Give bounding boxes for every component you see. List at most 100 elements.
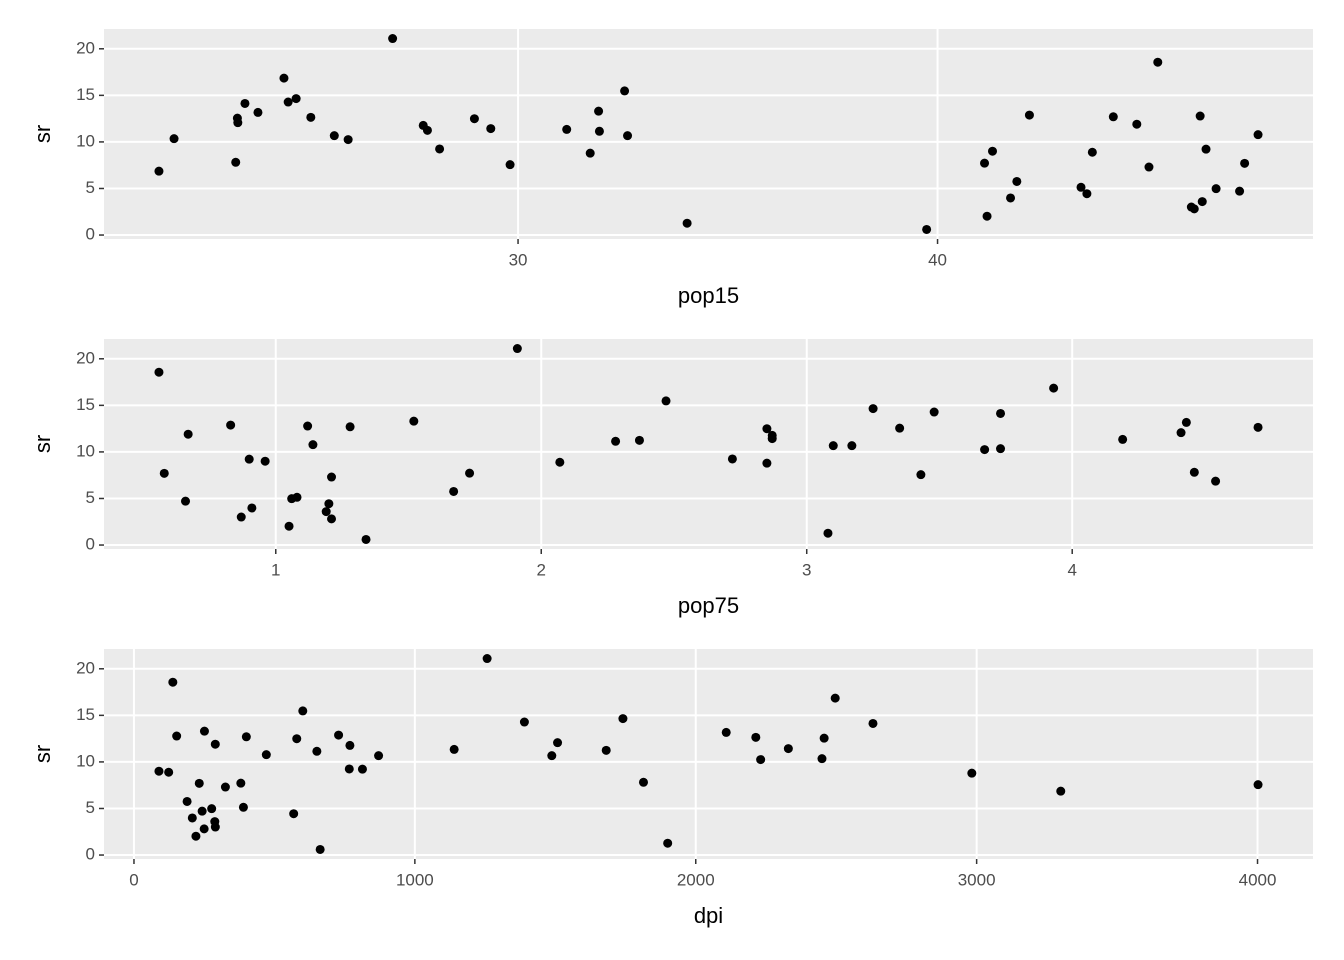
point xyxy=(418,120,428,130)
x-tick-label: 4 xyxy=(1067,560,1076,579)
point xyxy=(289,809,299,819)
point xyxy=(168,677,178,687)
point xyxy=(1024,110,1034,120)
point xyxy=(512,344,522,354)
point xyxy=(345,422,355,432)
point xyxy=(783,744,793,754)
point xyxy=(982,211,992,221)
point xyxy=(1176,428,1186,438)
y-tick-label: 5 xyxy=(86,798,95,817)
y-axis-title: sr xyxy=(30,435,55,453)
point xyxy=(895,423,905,433)
x-tick-label: 40 xyxy=(928,250,947,269)
point xyxy=(819,733,829,743)
point xyxy=(721,727,731,737)
point xyxy=(231,157,241,167)
point xyxy=(751,732,761,742)
x-tick-label: 3000 xyxy=(958,870,996,889)
y-tick-label: 20 xyxy=(76,38,95,57)
x-tick-label: 4000 xyxy=(1239,870,1277,889)
point xyxy=(207,804,217,814)
y-tick-label: 0 xyxy=(86,225,95,244)
y-axis-title: sr xyxy=(30,125,55,143)
y-tick-label: 15 xyxy=(76,395,95,414)
point xyxy=(449,486,459,496)
point xyxy=(327,514,337,524)
point xyxy=(1211,476,1221,486)
point xyxy=(283,97,293,107)
point xyxy=(253,107,263,117)
point xyxy=(303,421,313,431)
y-tick-label: 10 xyxy=(76,441,95,460)
point xyxy=(519,717,529,727)
point xyxy=(594,126,604,136)
y-tick-label: 15 xyxy=(76,85,95,104)
point xyxy=(547,751,557,761)
point xyxy=(1132,119,1142,129)
point xyxy=(553,738,563,748)
x-tick-label: 1 xyxy=(271,560,280,579)
point xyxy=(327,472,337,482)
point xyxy=(1118,434,1128,444)
point xyxy=(980,445,990,455)
point xyxy=(236,778,246,788)
point xyxy=(1108,112,1118,122)
panel-background xyxy=(104,29,1313,239)
point xyxy=(996,444,1006,454)
point xyxy=(1006,193,1016,203)
x-tick-label: 2 xyxy=(537,560,546,579)
point xyxy=(183,429,193,439)
point xyxy=(1153,57,1163,67)
point xyxy=(194,778,204,788)
point xyxy=(830,693,840,703)
point xyxy=(164,767,174,777)
point xyxy=(1082,189,1092,199)
point xyxy=(663,838,673,848)
point xyxy=(828,441,838,451)
point xyxy=(199,726,209,736)
point xyxy=(634,435,644,445)
point xyxy=(555,457,565,467)
y-tick-label: 15 xyxy=(76,705,95,724)
point xyxy=(817,754,827,764)
point xyxy=(1087,147,1097,157)
point xyxy=(967,768,977,778)
point xyxy=(232,113,242,123)
point xyxy=(601,745,611,755)
point xyxy=(1201,144,1211,154)
point xyxy=(929,407,939,417)
point xyxy=(618,714,628,724)
point xyxy=(374,751,384,761)
point xyxy=(357,764,367,774)
point xyxy=(324,499,334,509)
point xyxy=(169,134,179,144)
point xyxy=(1181,417,1191,427)
point xyxy=(847,441,857,451)
point xyxy=(1189,204,1199,214)
panel-background xyxy=(104,339,1313,549)
x-tick-label: 3 xyxy=(802,560,811,579)
point xyxy=(988,146,998,156)
point xyxy=(329,131,339,141)
y-tick-label: 20 xyxy=(76,348,95,367)
panel-background xyxy=(104,649,1313,859)
point xyxy=(154,166,164,176)
point xyxy=(182,796,192,806)
point xyxy=(279,73,289,83)
point xyxy=(1211,184,1221,194)
point xyxy=(159,468,169,478)
point xyxy=(343,135,353,145)
point xyxy=(1253,780,1263,790)
point xyxy=(210,739,220,749)
point xyxy=(238,802,248,812)
point xyxy=(292,492,302,502)
point xyxy=(172,731,182,741)
point xyxy=(756,755,766,765)
point xyxy=(312,746,322,756)
y-tick-label: 5 xyxy=(86,178,95,197)
point xyxy=(996,408,1006,418)
point xyxy=(482,654,492,664)
x-tick-label: 1000 xyxy=(396,870,434,889)
point xyxy=(922,224,932,234)
